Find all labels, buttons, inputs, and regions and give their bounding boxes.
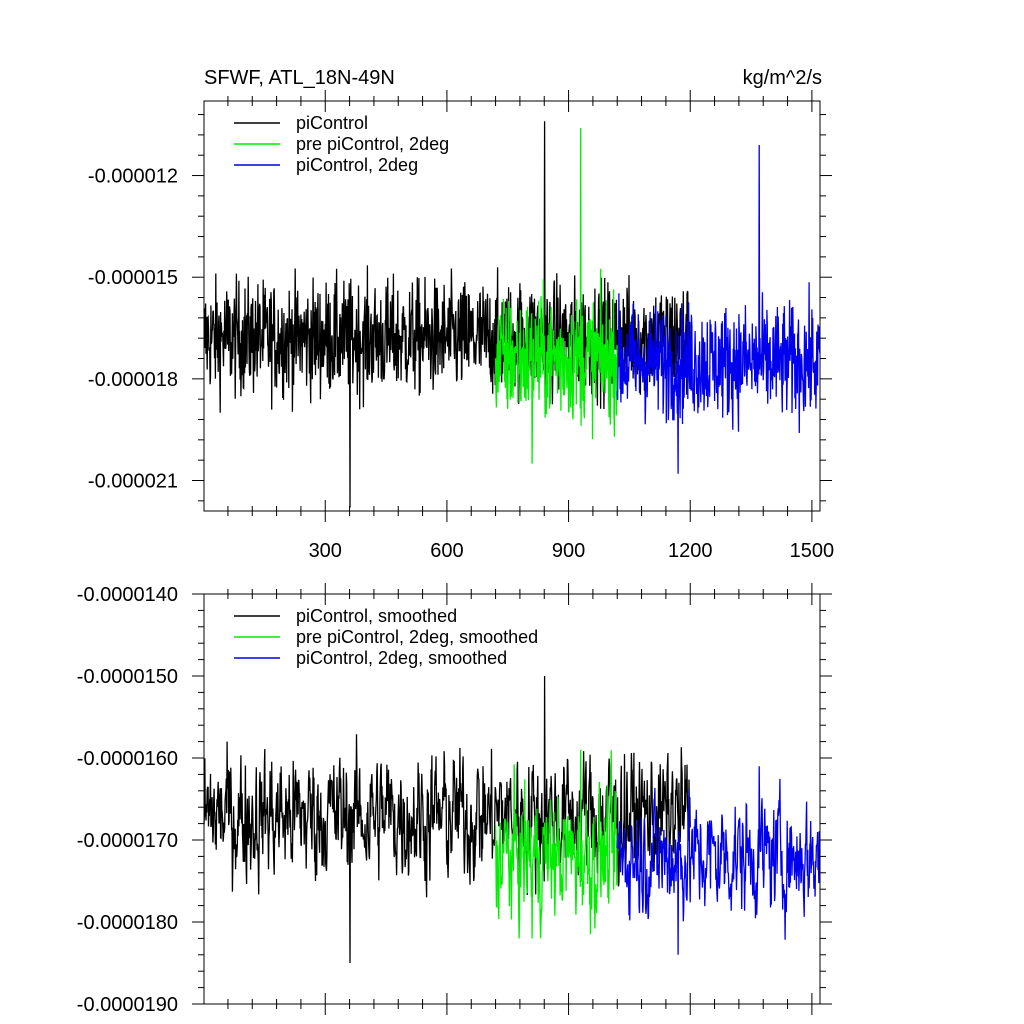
legend-label: piControl, 2deg: [296, 155, 418, 175]
bottom-plot-frame: [203, 593, 821, 1005]
y-tick-label: -0.0000150: [77, 666, 178, 688]
x-tick-label: 600: [430, 540, 463, 562]
y-tick-label: -0.0000180: [77, 912, 178, 934]
x-tick-label: 300: [309, 540, 342, 562]
top-axis-ticks: 300 600 900 1200 1500 -0.000012 -0.000015 -0.00…: [88, 90, 834, 562]
y-tick-label: -0.0000170: [77, 830, 178, 852]
legend-label: piControl, 2deg, smoothed: [296, 648, 507, 668]
series-line-pre-picontrol-2deg: [494, 128, 618, 464]
series-line-picontrol-smoothed: [203, 675, 691, 964]
top-chart-units: kg/m^2/s: [743, 67, 822, 89]
series-line-pre-picontrol-2deg-smoothed: [494, 749, 618, 939]
legend-label: pre piControl, 2deg, smoothed: [296, 627, 538, 647]
legend-label: piControl: [296, 113, 368, 133]
series-line-picontrol: [203, 121, 691, 508]
x-tick-label: 1500: [790, 540, 835, 562]
y-tick-label: -0.0000160: [77, 748, 178, 770]
bottom-series-lines: [203, 675, 821, 964]
top-plot-frame: [203, 100, 821, 512]
y-tick-label: -0.000018: [88, 369, 178, 391]
x-tick-label: 1200: [668, 540, 713, 562]
x-tick-label: 900: [552, 540, 585, 562]
series-line-picontrol-2deg-smoothed: [616, 766, 821, 955]
top-series-lines: [203, 121, 821, 508]
y-tick-label: -0.000015: [88, 267, 178, 289]
y-tick-label: -0.000012: [88, 166, 178, 188]
y-tick-label: -0.0000190: [77, 994, 178, 1016]
bottom-axis-ticks: -0.0000140 -0.0000150 -0.0000160 -0.0000170…: [77, 583, 832, 1016]
legend-label: piControl, smoothed: [296, 606, 457, 626]
top-chart-title: SFWF, ATL_18N-49N: [204, 67, 395, 89]
top-panel: SFWF, ATL_18N-49N kg/m^2/s 300 600 900 1200…: [88, 67, 834, 562]
y-tick-label: -0.0000140: [77, 584, 178, 606]
legend-label: pre piControl, 2deg: [296, 134, 449, 154]
y-tick-label: -0.000021: [88, 471, 178, 493]
series-line-picontrol-2deg: [616, 144, 821, 474]
bottom-panel: -0.0000140 -0.0000150 -0.0000160 -0.0000170…: [77, 583, 832, 1016]
